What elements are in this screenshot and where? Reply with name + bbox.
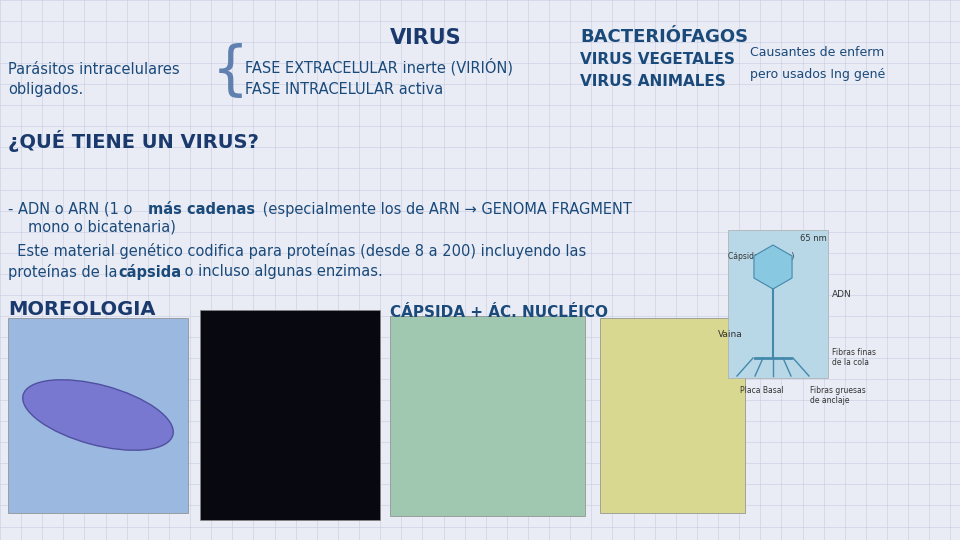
Text: proteínas de la: proteínas de la — [8, 264, 122, 280]
Text: BACTERIÓFAGOS: BACTERIÓFAGOS — [580, 28, 748, 46]
Text: Causantes de enferm: Causantes de enferm — [750, 46, 884, 59]
Ellipse shape — [23, 380, 173, 450]
Polygon shape — [754, 245, 792, 289]
Text: ADN: ADN — [832, 290, 852, 299]
Text: pero usados Ing gené: pero usados Ing gené — [750, 68, 885, 81]
Bar — [8, 318, 188, 513]
Text: Cápsida (cabeza): Cápsida (cabeza) — [728, 252, 794, 261]
Text: - ADN o ARN (1 o: - ADN o ARN (1 o — [8, 202, 137, 217]
Bar — [390, 316, 585, 516]
Text: Fibras finas
de la cola: Fibras finas de la cola — [832, 348, 876, 367]
Text: Fibras gruesas
de anclaje: Fibras gruesas de anclaje — [810, 386, 866, 406]
Text: VIRUS ANIMALES: VIRUS ANIMALES — [580, 74, 726, 89]
Text: 65 nm: 65 nm — [800, 234, 827, 243]
Text: Placa Basal: Placa Basal — [740, 386, 783, 395]
Text: o incluso algunas enzimas.: o incluso algunas enzimas. — [180, 264, 383, 279]
Text: MORFOLOGIA: MORFOLOGIA — [8, 300, 156, 319]
Text: obligados.: obligados. — [8, 82, 84, 97]
Text: (especialmente los de ARN → GENOMA FRAGMENT: (especialmente los de ARN → GENOMA FRAGM… — [258, 202, 632, 217]
Text: VIRUS VEGETALES: VIRUS VEGETALES — [580, 52, 734, 67]
Text: Vaina: Vaina — [718, 330, 743, 339]
Text: CÁPSIDA + ÁC. NUCLÉICO: CÁPSIDA + ÁC. NUCLÉICO — [390, 305, 608, 320]
Text: Este material genético codifica para proteínas (desde 8 a 200) incluyendo las: Este material genético codifica para pro… — [8, 243, 587, 259]
Bar — [600, 318, 745, 513]
Text: mono o bicatenaria): mono o bicatenaria) — [28, 220, 176, 235]
Text: VIRUS: VIRUS — [390, 28, 462, 48]
Bar — [200, 310, 380, 520]
Text: ¿QUÉ TIENE UN VIRUS?: ¿QUÉ TIENE UN VIRUS? — [8, 130, 259, 152]
Text: {: { — [211, 44, 249, 100]
Text: más cadenas: más cadenas — [148, 202, 255, 217]
Text: FASE INTRACELULAR activa: FASE INTRACELULAR activa — [245, 82, 444, 97]
Text: cápsida: cápsida — [118, 264, 181, 280]
Text: FASE EXTRACELULAR inerte (VIRIÓN): FASE EXTRACELULAR inerte (VIRIÓN) — [245, 58, 513, 76]
Text: Parásitos intracelulares: Parásitos intracelulares — [8, 62, 180, 77]
Bar — [728, 230, 828, 378]
